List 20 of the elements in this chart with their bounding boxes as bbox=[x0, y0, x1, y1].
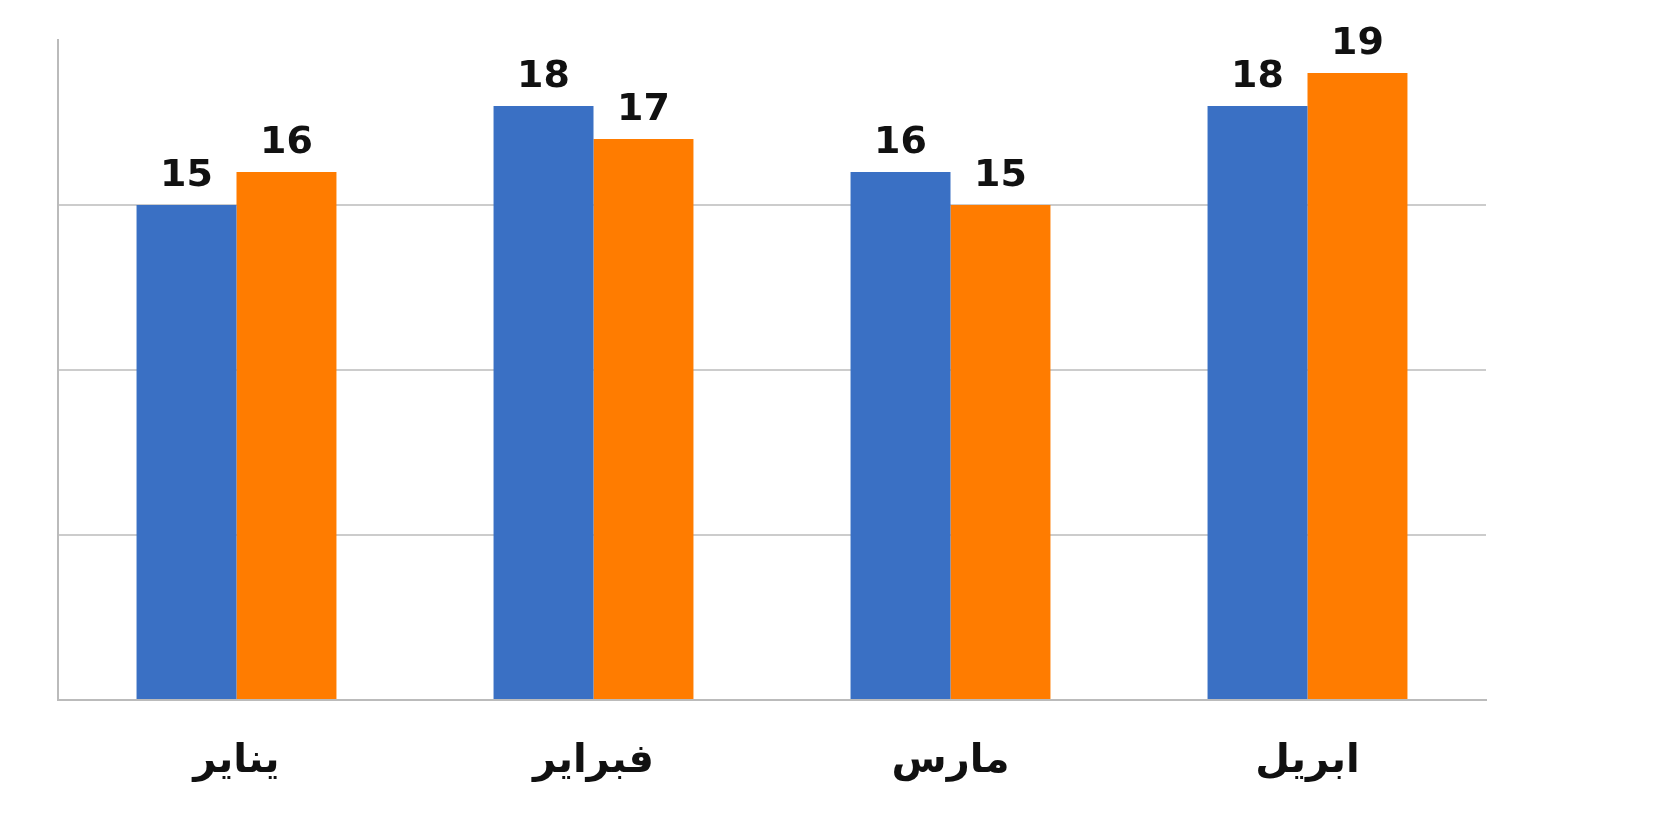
x-tick-label: يناير bbox=[193, 735, 280, 781]
x-tick-label: ابريل bbox=[1255, 735, 1360, 781]
x-tick-label: مارس bbox=[891, 735, 1010, 781]
data-label: 19 bbox=[1331, 18, 1384, 63]
bar bbox=[1207, 106, 1308, 699]
bar bbox=[493, 106, 594, 699]
data-label: 16 bbox=[874, 117, 927, 162]
bar bbox=[136, 205, 237, 699]
bar bbox=[1307, 73, 1408, 699]
data-label: 15 bbox=[974, 150, 1027, 195]
bar bbox=[593, 139, 694, 699]
data-label: 16 bbox=[260, 117, 313, 162]
data-label: 18 bbox=[1231, 51, 1284, 96]
bar bbox=[950, 205, 1051, 699]
bar bbox=[236, 172, 337, 699]
data-label: 18 bbox=[517, 51, 570, 96]
data-label: 17 bbox=[617, 84, 670, 129]
data-label: 15 bbox=[160, 150, 213, 195]
x-tick-label: فبراير bbox=[532, 735, 655, 781]
bar bbox=[850, 172, 951, 699]
